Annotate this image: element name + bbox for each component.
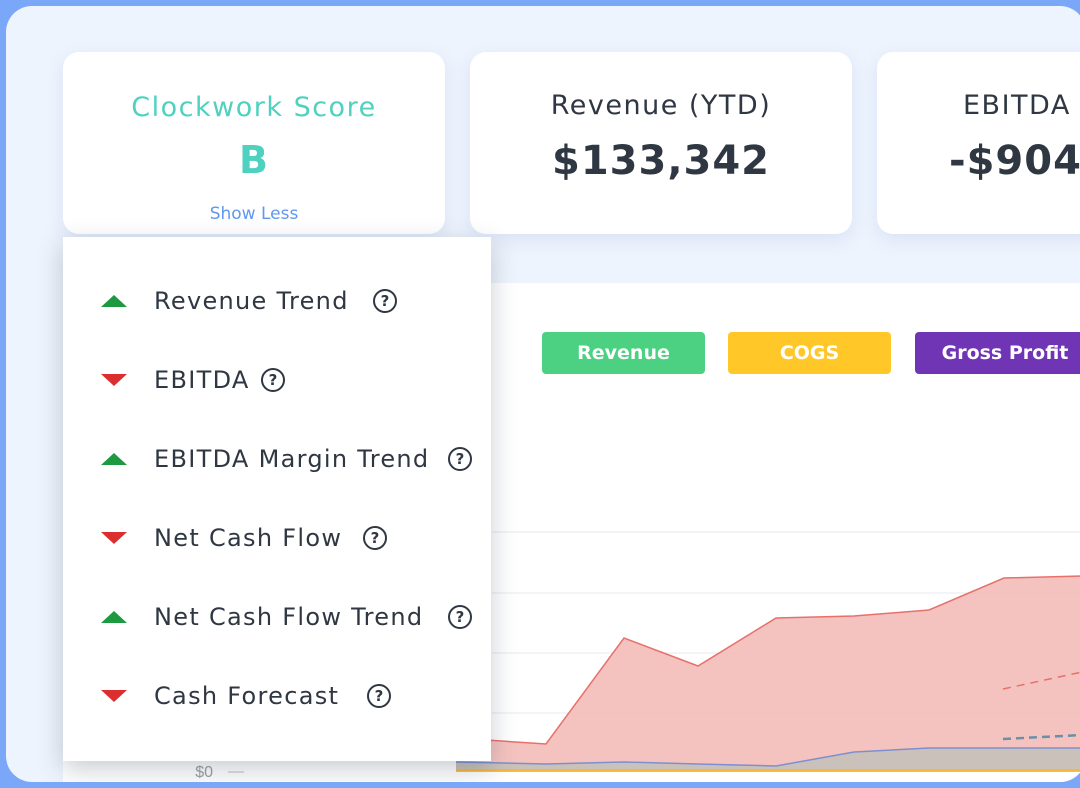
score-item-label: Net Cash Flow Trend <box>154 603 424 631</box>
score-item-revenue-trend[interactable]: Revenue Trend ? <box>63 281 491 321</box>
help-icon[interactable]: ? <box>367 684 391 708</box>
score-item-ebitda[interactable]: EBITDA ? <box>63 360 491 400</box>
card-value: B <box>239 138 269 182</box>
legend-revenue-button[interactable]: Revenue <box>542 332 705 374</box>
revenue-line <box>455 575 1080 745</box>
trend-up-icon <box>101 453 127 465</box>
card-value: -$904 <box>949 138 1080 184</box>
show-less-link[interactable]: Show Less <box>209 204 299 224</box>
help-icon[interactable]: ? <box>448 447 472 471</box>
help-icon[interactable]: ? <box>373 289 397 313</box>
help-icon[interactable]: ? <box>448 605 472 629</box>
revenue-ytd-card: Revenue (YTD) $133,342 <box>470 52 852 234</box>
dashboard-frame: Clockwork Score B Show Less Revenue (YTD… <box>6 6 1080 782</box>
score-item-label: Net Cash Flow <box>154 524 343 552</box>
score-item-label: EBITDA <box>154 366 250 394</box>
trend-down-icon <box>101 690 127 702</box>
trend-up-icon <box>101 611 127 623</box>
clockwork-score-card[interactable]: Clockwork Score B Show Less <box>63 52 445 234</box>
score-breakdown-dropdown: Revenue Trend ? EBITDA ? EBITDA Margin T… <box>63 237 491 761</box>
trend-down-icon <box>101 532 127 544</box>
help-icon[interactable]: ? <box>363 526 387 550</box>
card-title: Clockwork Score <box>131 92 377 123</box>
legend-gross-profit-button[interactable]: Gross Profit <box>915 332 1080 374</box>
score-item-label: Cash Forecast <box>154 682 340 710</box>
ebitda-card: EBITDA -$904 <box>877 52 1080 234</box>
score-item-net-cash-flow-trend[interactable]: Net Cash Flow Trend ? <box>63 597 491 637</box>
trend-down-icon <box>101 374 127 386</box>
help-icon[interactable]: ? <box>261 368 285 392</box>
card-value: $133,342 <box>551 138 771 184</box>
gross-profit-line <box>455 747 1080 767</box>
financial-area-chart: $0 <box>195 531 1080 781</box>
score-item-ebitda-margin-trend[interactable]: EBITDA Margin Trend ? <box>63 439 491 479</box>
trend-up-icon <box>101 295 127 307</box>
legend-cogs-button[interactable]: COGS <box>728 332 891 374</box>
y-axis-tick-label: $0 <box>195 764 213 781</box>
card-title: Revenue (YTD) <box>550 90 772 121</box>
gross-profit-area <box>456 748 1080 772</box>
score-item-net-cash-flow[interactable]: Net Cash Flow ? <box>63 518 491 558</box>
forecast-dashed-line-2 <box>1002 733 1080 741</box>
card-title: EBITDA <box>963 90 1071 121</box>
score-item-label: EBITDA Margin Trend <box>154 445 430 473</box>
score-item-cash-forecast[interactable]: Cash Forecast ? <box>63 676 491 716</box>
revenue-area <box>456 576 1080 772</box>
score-item-label: Revenue Trend <box>154 287 349 315</box>
